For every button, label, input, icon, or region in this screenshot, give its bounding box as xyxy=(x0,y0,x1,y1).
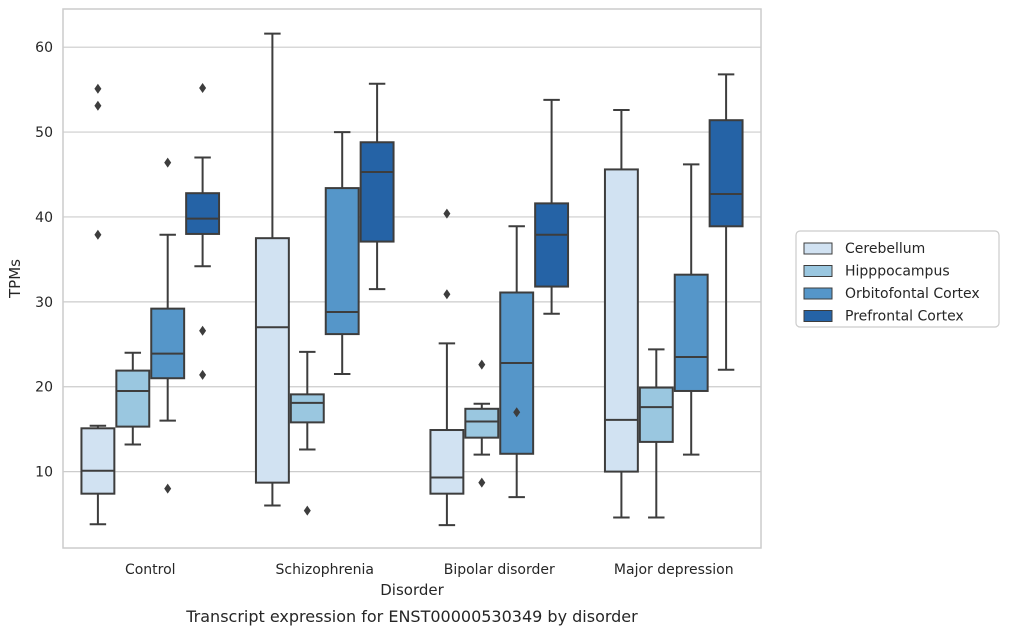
box-orbitofontal-cortex-bipolar-disorder xyxy=(499,225,535,499)
box-prefrontal-cortex-schizophrenia xyxy=(359,82,395,291)
outlier-point xyxy=(164,157,172,168)
iqr-box xyxy=(708,119,744,228)
y-tick-label: 40 xyxy=(35,210,53,226)
legend-swatch xyxy=(803,287,833,300)
legend-label: Cerebellum xyxy=(845,241,925,257)
outlier-point xyxy=(94,229,102,240)
y-tick-label: 60 xyxy=(35,40,53,56)
outlier-point xyxy=(443,289,451,300)
box-hipppocampus-control xyxy=(115,351,151,446)
iqr-box xyxy=(324,187,360,336)
box-cerebellum-control xyxy=(80,83,116,526)
legend: Cerebellum Hipppocampus Orbitofontal Corte… xyxy=(795,230,1000,328)
gridlines xyxy=(63,46,761,473)
x-tick-label: Schizophrenia xyxy=(276,562,374,578)
outlier-point xyxy=(199,325,207,336)
iqr-box xyxy=(429,429,465,495)
y-tick-label: 50 xyxy=(35,125,53,141)
box-orbitofontal-cortex-major-depression xyxy=(673,163,709,456)
y-axis-tick-labels: 10 20 30 40 50 60 xyxy=(35,40,53,480)
box-hipppocampus-bipolar-disorder xyxy=(464,359,500,488)
box-hipppocampus-major-depression xyxy=(638,348,674,519)
x-tick-label: Major depression xyxy=(614,562,734,578)
iqr-box xyxy=(185,192,221,235)
iqr-box xyxy=(254,237,290,484)
x-tick-label: Control xyxy=(125,562,176,578)
legend-swatch xyxy=(803,310,833,322)
outlier-point xyxy=(164,483,172,494)
chart-caption: Transcript expression for ENST0000053034… xyxy=(185,607,638,626)
y-tick-label: 30 xyxy=(35,295,53,311)
iqr-box xyxy=(464,407,500,439)
plot-area xyxy=(62,8,762,549)
outlier-point xyxy=(94,100,102,111)
iqr-box xyxy=(638,386,674,443)
x-axis-tick-labels: Control Schizophrenia Bipolar disorder Majo… xyxy=(125,562,734,578)
legend-label: Orbitofontal Cortex xyxy=(845,286,980,302)
outlier-point xyxy=(199,82,207,93)
box-orbitofontal-cortex-schizophrenia xyxy=(324,131,360,375)
iqr-box xyxy=(534,202,570,288)
box-prefrontal-cortex-control xyxy=(185,82,221,380)
legend-label: Hipppocampus xyxy=(845,264,950,280)
legend-swatch xyxy=(803,242,833,255)
iqr-box xyxy=(150,307,186,380)
box-marks xyxy=(80,32,744,527)
legend-swatch xyxy=(803,265,833,277)
legend-frame xyxy=(795,230,1000,328)
y-axis-label: TPMs xyxy=(6,259,24,299)
legend-label: Prefrontal Cortex xyxy=(845,309,964,325)
x-tick-label: Bipolar disorder xyxy=(444,562,555,578)
outlier-point xyxy=(303,505,311,516)
iqr-box xyxy=(115,369,151,428)
box-prefrontal-cortex-bipolar-disorder xyxy=(534,98,570,315)
outlier-point xyxy=(199,369,207,380)
outlier-point xyxy=(94,83,102,94)
box-hipppocampus-schizophrenia xyxy=(289,350,325,516)
outlier-point xyxy=(478,359,486,370)
box-cerebellum-major-depression xyxy=(603,109,639,519)
outlier-point xyxy=(513,407,521,418)
outlier-point xyxy=(443,208,451,219)
outlier-point xyxy=(478,477,486,488)
iqr-box xyxy=(673,273,709,392)
iqr-box xyxy=(80,427,116,495)
y-tick-label: 20 xyxy=(35,380,53,396)
box-cerebellum-bipolar-disorder xyxy=(429,208,465,527)
box-orbitofontal-cortex-control xyxy=(150,157,186,494)
x-axis-label: Disorder xyxy=(380,581,444,599)
iqr-box xyxy=(289,393,325,424)
box-cerebellum-schizophrenia xyxy=(254,32,290,507)
iqr-box xyxy=(499,291,535,455)
y-tick-label: 10 xyxy=(35,465,53,481)
box-prefrontal-cortex-major-depression xyxy=(708,73,744,371)
iqr-box xyxy=(603,168,639,473)
iqr-box xyxy=(359,141,395,243)
